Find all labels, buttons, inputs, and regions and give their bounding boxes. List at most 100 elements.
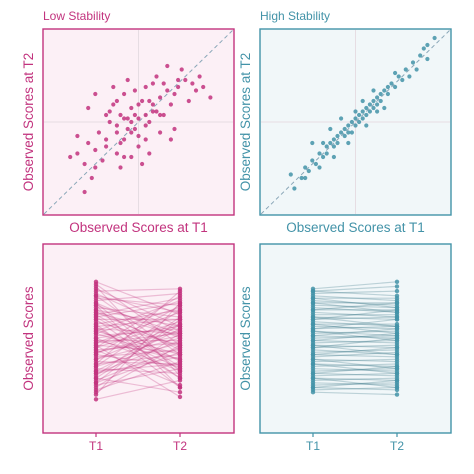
t1-point <box>93 397 99 402</box>
t2-point <box>177 310 183 315</box>
subject-line <box>312 290 398 295</box>
subject-line <box>95 307 181 318</box>
data-point <box>335 133 340 139</box>
subject-line <box>312 382 398 386</box>
data-point <box>136 144 141 149</box>
data-point <box>310 158 315 163</box>
data-point <box>118 165 123 170</box>
data-point <box>172 91 177 97</box>
data-point <box>208 95 213 100</box>
t2-point <box>177 385 183 390</box>
data-point <box>303 165 308 170</box>
subject-line <box>312 339 398 344</box>
t1-point <box>93 303 99 308</box>
data-point <box>147 151 152 156</box>
t2-point <box>394 385 400 390</box>
panel-frame <box>259 243 452 434</box>
subject-line <box>312 302 398 311</box>
data-point <box>176 77 181 83</box>
subject-line <box>95 328 181 372</box>
subject-line <box>312 330 398 342</box>
data-point <box>111 102 116 107</box>
t2-point <box>177 321 183 327</box>
subject-line <box>95 330 181 356</box>
data-point <box>107 119 112 125</box>
subject-line <box>95 349 181 386</box>
t2-point <box>177 328 183 334</box>
subject-line <box>95 363 181 372</box>
subject-line <box>312 285 398 292</box>
y-axis-label: Observed Scores <box>21 286 36 391</box>
subject-line <box>312 325 398 330</box>
data-point <box>317 151 322 156</box>
subject-line <box>95 344 181 353</box>
data-point <box>360 109 365 114</box>
subject-line <box>312 344 398 356</box>
subject-line <box>95 304 181 388</box>
data-point <box>346 130 351 135</box>
t2-point <box>177 390 183 395</box>
t2-point <box>394 300 400 306</box>
t2-point <box>394 392 400 397</box>
data-point <box>179 67 184 72</box>
data-point <box>324 151 329 156</box>
data-point <box>364 123 369 128</box>
subject-line <box>95 311 181 344</box>
t2-point <box>177 343 183 348</box>
subject-line <box>312 295 398 302</box>
subject-line <box>95 351 181 384</box>
high-stability-slopes: Observed Scores T1 T2 <box>238 243 452 453</box>
data-point <box>425 42 430 48</box>
t1-point <box>310 352 316 357</box>
data-point <box>136 102 141 107</box>
data-point <box>89 175 94 181</box>
t1-point <box>93 390 99 395</box>
data-point <box>360 116 365 121</box>
subject-line <box>95 316 181 377</box>
data-point <box>328 126 333 132</box>
low-stability-scatter: Low Stability Observed Scores at T2 Observ… <box>21 9 235 235</box>
subject-line <box>312 300 398 306</box>
y-axis-label: Observed Scores <box>238 286 253 391</box>
subject-line <box>95 337 181 360</box>
subject-line <box>312 302 398 313</box>
data-point <box>353 109 358 114</box>
data-point <box>396 74 401 79</box>
data-point <box>129 154 134 160</box>
t1-point <box>310 288 316 294</box>
data-point <box>331 144 336 149</box>
data-point <box>68 154 73 160</box>
data-point <box>161 112 166 118</box>
t1-point <box>310 296 316 301</box>
data-point <box>407 74 412 79</box>
data-point <box>132 112 137 118</box>
data-point <box>183 77 188 83</box>
data-point <box>321 154 326 160</box>
t2-point <box>177 394 183 400</box>
subject-line <box>95 300 181 332</box>
t2-point <box>394 338 400 343</box>
data-point <box>129 130 134 135</box>
data-point <box>114 98 119 104</box>
subject-line <box>95 368 181 374</box>
x-axis-label: Observed Scores at T1 <box>69 220 208 235</box>
subject-line <box>95 318 181 379</box>
data-point <box>118 140 123 146</box>
t1-point <box>93 286 99 291</box>
data-point <box>349 119 354 125</box>
data-point <box>114 130 119 135</box>
x-axis-label: Observed Scores at T1 <box>286 220 425 235</box>
data-point <box>353 116 358 121</box>
subject-line <box>312 335 398 339</box>
t1-point <box>310 371 316 376</box>
data-point <box>150 109 155 114</box>
subject-line <box>95 323 181 360</box>
t1-point <box>310 361 316 367</box>
subject-line <box>95 335 181 353</box>
data-point <box>114 123 119 128</box>
subject-line <box>312 365 398 374</box>
subject-line <box>312 358 398 363</box>
subject-line <box>95 302 181 372</box>
t1-point <box>310 314 316 320</box>
subject-line <box>95 337 181 372</box>
